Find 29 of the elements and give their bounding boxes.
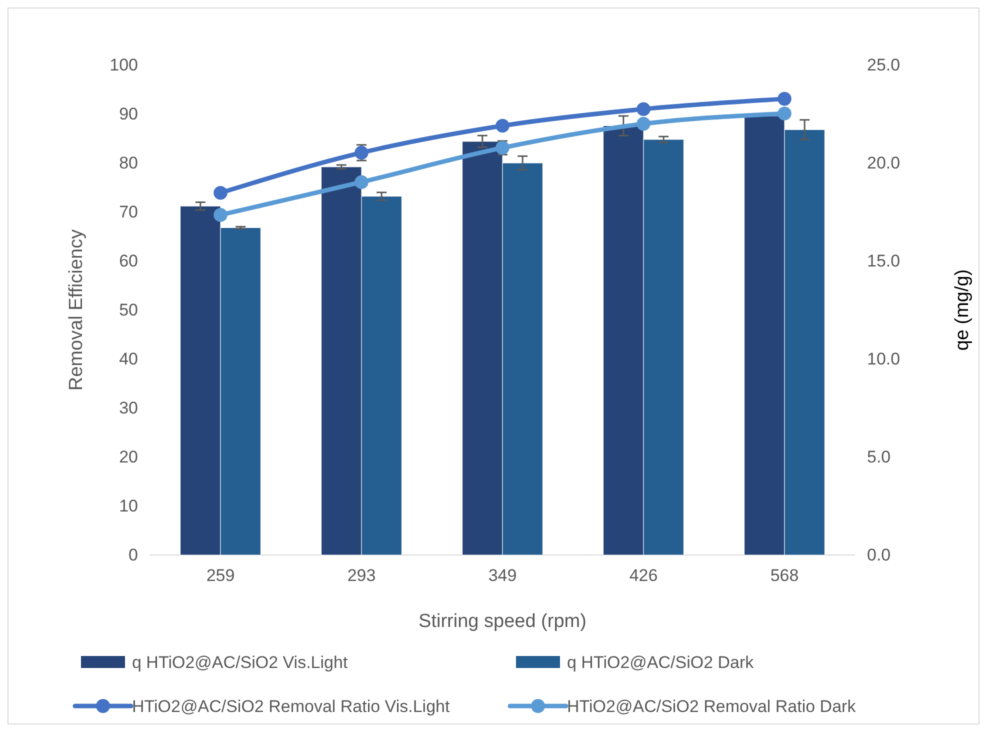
y2-tick-label: 20.0 bbox=[867, 153, 900, 172]
y2-tick-label: 15.0 bbox=[867, 251, 900, 270]
x-tick-label: 259 bbox=[206, 566, 235, 586]
y2-tick-label: 10.0 bbox=[867, 349, 900, 368]
legend-label: HTiO2@AC/SiO2 Removal Ratio Vis.Light bbox=[132, 697, 450, 716]
y-tick-label: 20 bbox=[119, 447, 138, 466]
y-tick-label: 80 bbox=[119, 153, 138, 172]
y-tick-label: 50 bbox=[119, 300, 138, 320]
y-tick-label: 10 bbox=[119, 496, 138, 516]
x-tick-label: 568 bbox=[770, 566, 799, 586]
y2-tick-label: 5.0 bbox=[867, 447, 891, 466]
y-tick-label: 40 bbox=[119, 349, 138, 368]
y-tick-label: 60 bbox=[119, 251, 138, 270]
y-axis-title: Removal Efficiency bbox=[66, 228, 87, 391]
x-tick-label: 426 bbox=[629, 566, 658, 586]
y2-axis-title: qe (mg/g) bbox=[952, 269, 973, 351]
x-tick-label: 293 bbox=[347, 566, 376, 586]
legend-label: HTiO2@AC/SiO2 Removal Ratio Dark bbox=[567, 697, 856, 716]
x-tick-label: 349 bbox=[488, 566, 517, 586]
y2-tick-label: 25.0 bbox=[867, 55, 900, 74]
y-tick-label: 100 bbox=[110, 55, 138, 74]
y-tick-label: 90 bbox=[119, 104, 138, 124]
legend-label: q HTiO2@AC/SiO2 Dark bbox=[567, 653, 754, 672]
y-tick-label: 70 bbox=[119, 202, 138, 222]
y-tick-label: 30 bbox=[119, 398, 138, 418]
y-tick-label: 0 bbox=[128, 545, 138, 564]
legend-label: q HTiO2@AC/SiO2 Vis.Light bbox=[132, 653, 348, 672]
y2-tick-label: 0.0 bbox=[867, 545, 891, 564]
x-axis-title: Stirring speed (rpm) bbox=[418, 611, 586, 632]
